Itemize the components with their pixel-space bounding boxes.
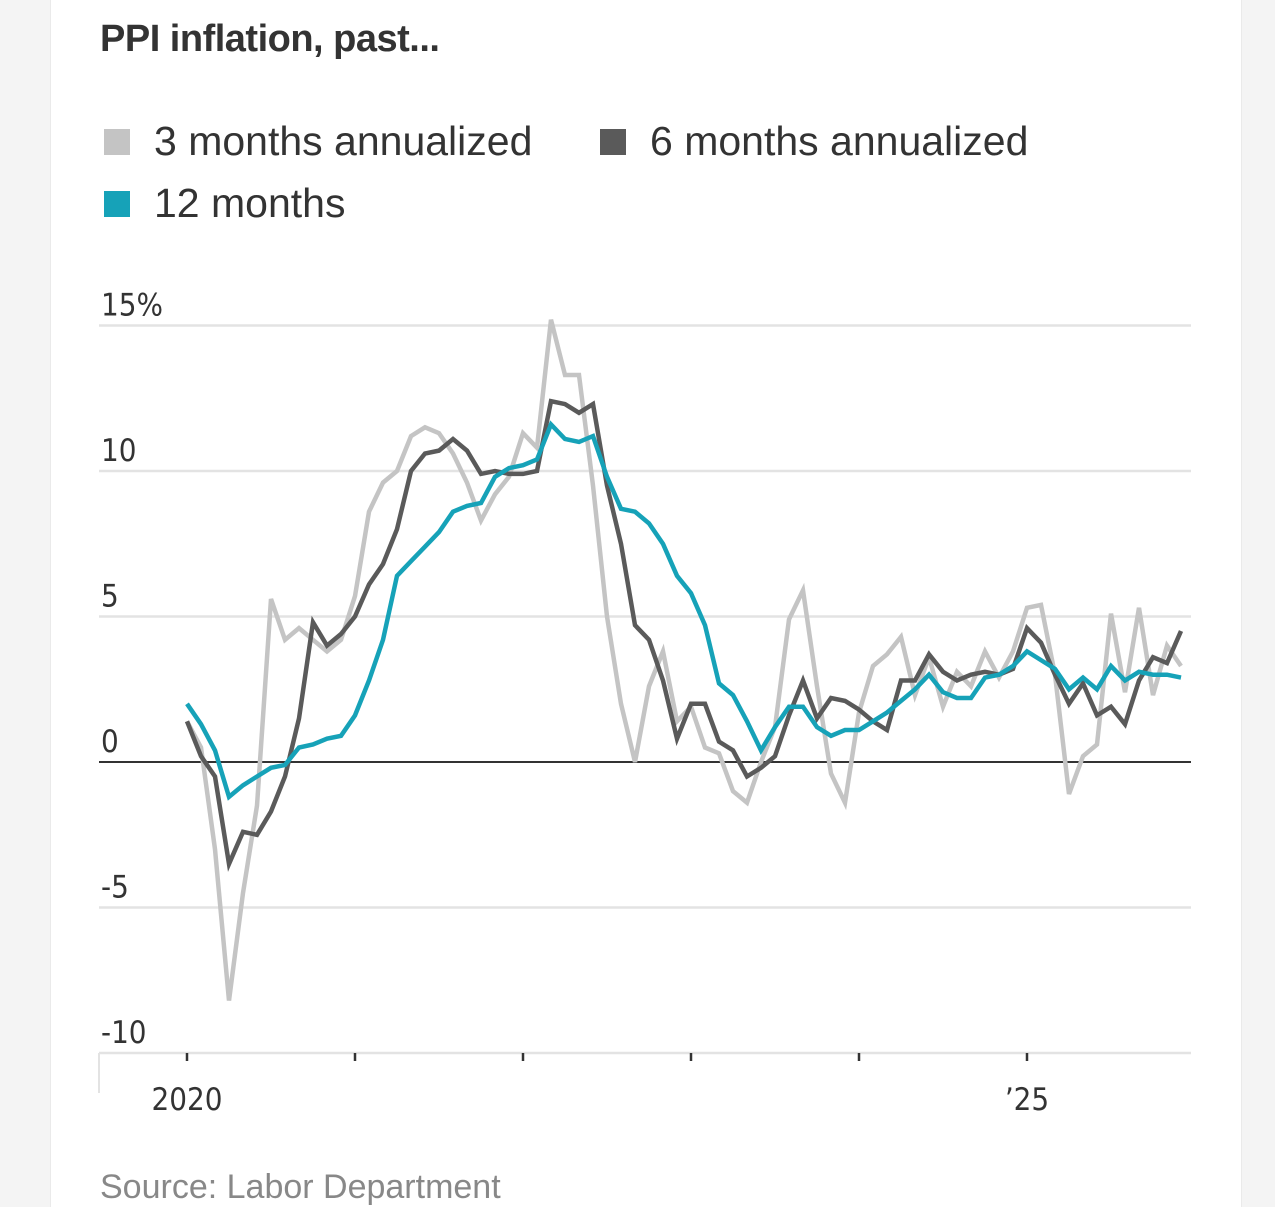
legend-label: 6 months annualized — [650, 118, 1029, 164]
y-tick-label: 5 — [101, 579, 119, 615]
chart-title: PPI inflation, past... — [100, 18, 440, 60]
source-note: Source: Labor Department — [100, 1168, 501, 1206]
legend-label: 12 months — [154, 180, 346, 226]
series-line-12-months — [185, 420, 1182, 801]
legend-item-6-months: 6 months annualized — [600, 118, 1028, 165]
y-tick-label: 0 — [101, 724, 119, 760]
x-tick-label: 2020 — [152, 1082, 223, 1118]
legend-item-3-months: 3 months annualized — [104, 118, 532, 165]
chart-card — [50, 0, 1242, 1207]
x-tick-label: ’25 — [1005, 1082, 1049, 1118]
legend-swatch-icon — [104, 128, 130, 155]
y-tick-label: -10 — [101, 1015, 147, 1051]
y-tick-label: 10 — [101, 433, 136, 469]
legend-swatch-icon — [104, 190, 130, 217]
y-tick-label: 15% — [101, 288, 163, 324]
legend-swatch-icon — [600, 128, 626, 155]
legend-item-12-months: 12 months — [104, 180, 345, 227]
y-tick-label: -5 — [101, 870, 129, 906]
series-line-3-months-annualized — [185, 319, 1183, 1001]
legend-label: 3 months annualized — [154, 118, 533, 164]
